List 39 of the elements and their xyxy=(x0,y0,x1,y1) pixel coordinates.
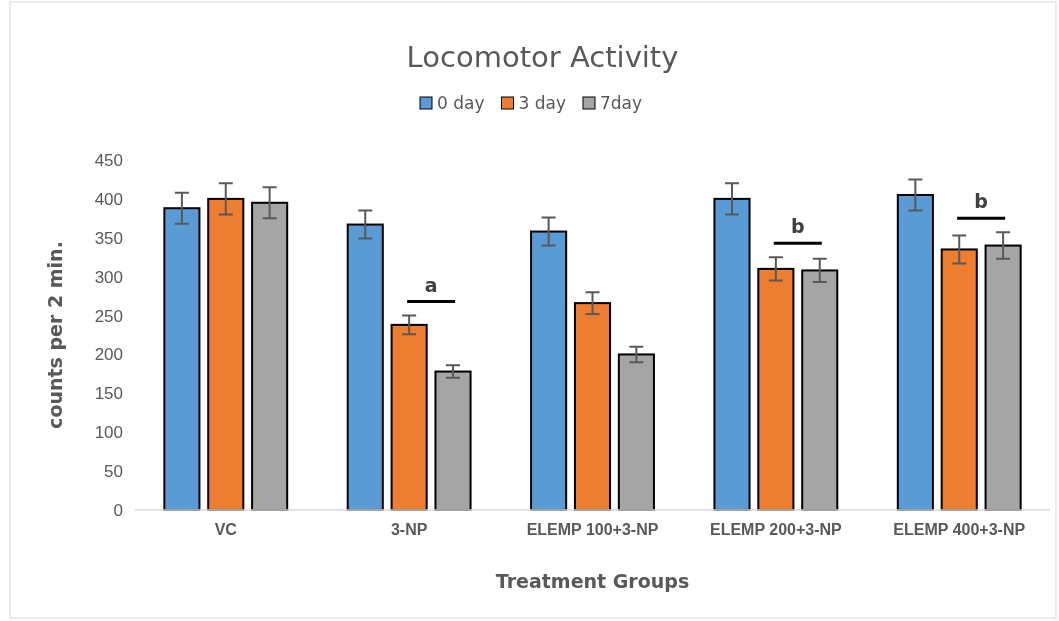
bar xyxy=(801,269,839,511)
bar xyxy=(896,194,934,511)
bar xyxy=(757,267,795,511)
y-tick-label: 100 xyxy=(94,423,123,443)
y-tick-label: 350 xyxy=(94,228,123,248)
bar xyxy=(346,223,384,511)
x-tick-label: ELEMP 100+3-NP xyxy=(526,521,659,539)
legend-label: 3 day xyxy=(518,93,566,113)
x-tick-label: ELEMP 200+3-NP xyxy=(709,521,843,539)
bar xyxy=(617,353,655,511)
bar xyxy=(251,201,289,511)
y-tick-label: 50 xyxy=(104,462,123,482)
bar xyxy=(984,244,1022,511)
bar xyxy=(530,230,568,511)
x-tick-label: ELEMP 400+3-NP xyxy=(893,521,1026,539)
bar xyxy=(163,207,201,511)
y-tick-label: 0 xyxy=(113,500,123,520)
bar xyxy=(940,248,978,511)
bar xyxy=(390,323,428,511)
bar xyxy=(573,302,612,511)
bar xyxy=(713,197,751,511)
x-tick-label: VC xyxy=(214,521,238,539)
y-tick-label: 300 xyxy=(94,267,123,287)
chart-title: Locomotor Activity xyxy=(406,40,679,74)
bar xyxy=(207,197,245,511)
y-tick-label: 250 xyxy=(94,306,123,326)
annotation: b xyxy=(974,190,988,213)
y-tick-label: 200 xyxy=(94,345,123,365)
legend-label: 0 day xyxy=(437,93,485,113)
legend-label: 7day xyxy=(600,93,643,113)
annotation: a xyxy=(424,273,438,296)
annotation: b xyxy=(791,215,805,238)
y-axis-title: counts per 2 min. xyxy=(44,241,66,429)
x-tick-label: 3-NP xyxy=(390,521,428,539)
y-tick-label: 450 xyxy=(94,150,123,170)
y-tick-label: 150 xyxy=(94,384,123,404)
bar xyxy=(434,370,472,511)
y-tick-label: 400 xyxy=(94,189,123,209)
x-axis-title: Treatment Groups xyxy=(495,570,690,592)
